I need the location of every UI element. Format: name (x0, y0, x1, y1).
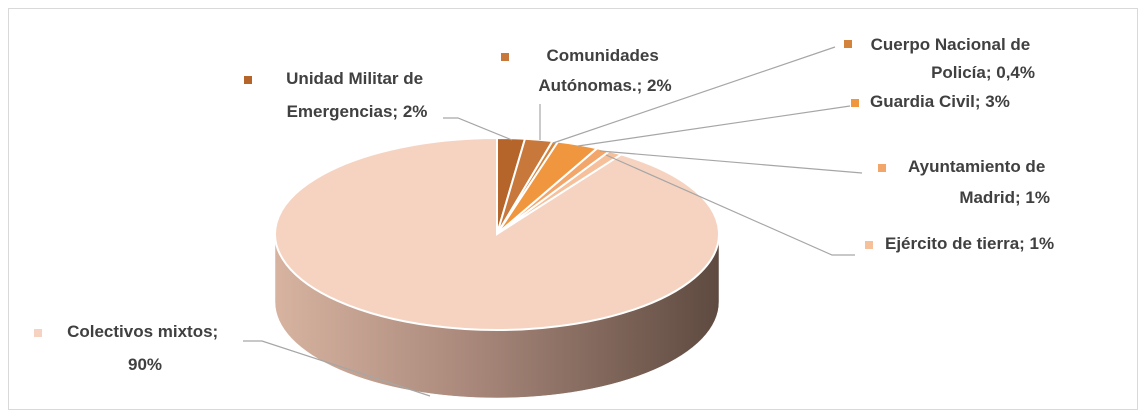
label-marker (865, 241, 873, 249)
data-label: Cuerpo Nacional de Policía; 0,4% (871, 35, 1035, 82)
label-marker (501, 53, 509, 61)
data-label: Colectivos mixtos; 90% (67, 322, 223, 374)
data-label: Guardia Civil; 3% (870, 92, 1010, 111)
slice (274, 136, 720, 331)
label-marker (878, 164, 886, 172)
leader-line (243, 340, 431, 397)
label-marker (844, 40, 852, 48)
leader-line (599, 150, 863, 174)
data-label: Ejército de tierra; 1% (885, 234, 1054, 253)
leader-line (577, 105, 851, 147)
label-marker (851, 99, 859, 107)
leader-line (443, 117, 513, 141)
data-label: Unidad Militar de Emergencias; 2% (286, 69, 428, 121)
leader-line (552, 46, 836, 144)
data-label: Comunidades Autónomas.; 2% (538, 46, 671, 95)
leader-line (605, 154, 855, 256)
label-marker (244, 76, 252, 84)
label-marker (34, 329, 42, 337)
data-label: Ayuntamiento de Madrid; 1% (908, 157, 1050, 207)
